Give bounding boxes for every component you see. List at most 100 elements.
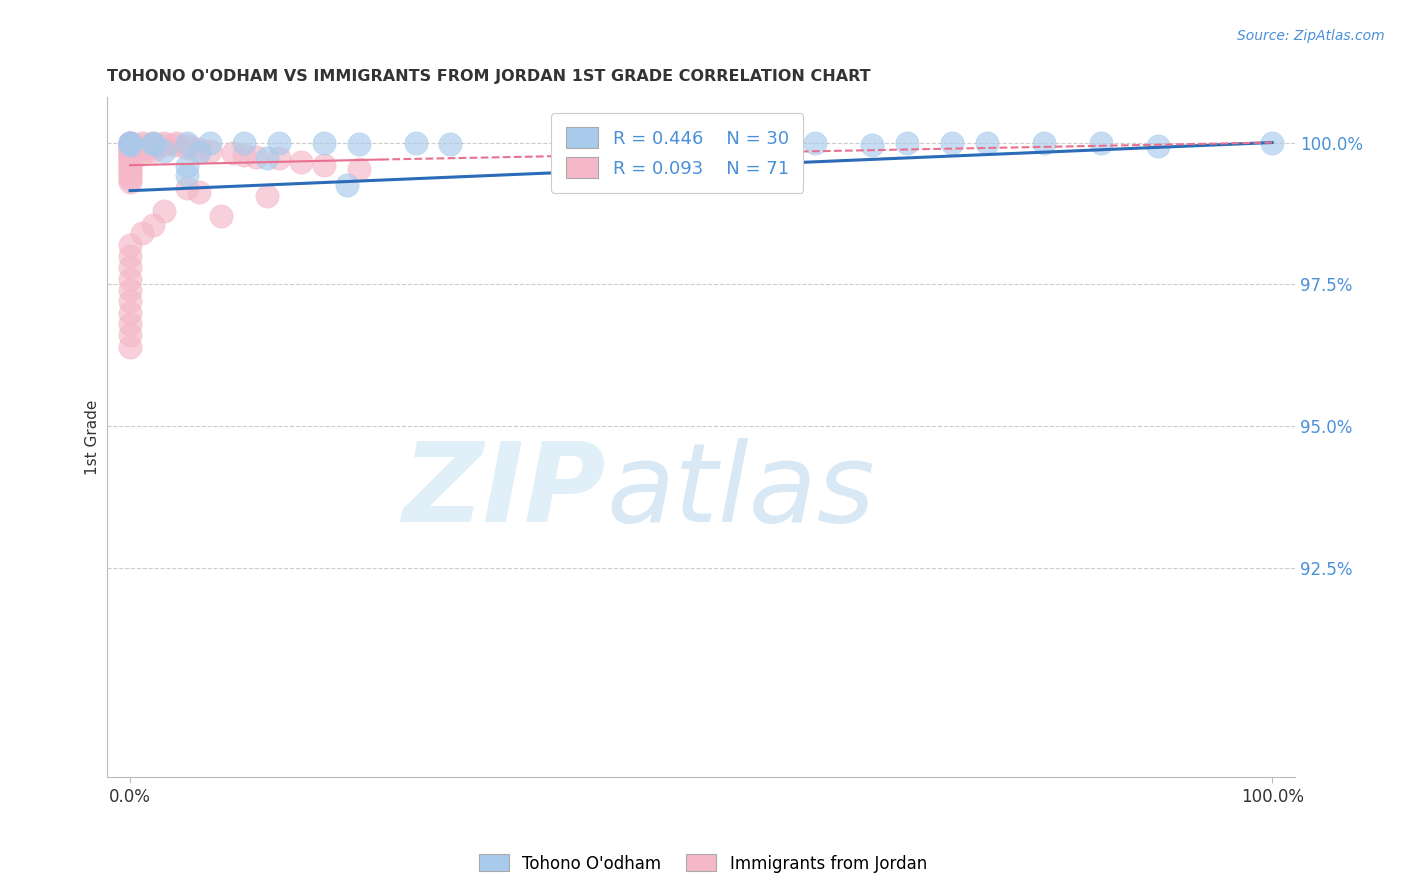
Point [120,153,142,167]
Point [1147,139,1170,153]
Point [267,136,290,150]
Point [187,145,209,160]
Point [120,317,142,331]
Point [120,136,142,151]
Point [131,138,153,153]
Point [153,136,176,150]
Point [120,136,142,150]
Point [405,136,427,150]
Point [142,138,165,153]
Point [314,158,336,172]
Point [187,186,209,200]
Point [142,218,165,232]
Point [120,249,142,263]
Point [120,328,142,343]
Point [290,155,312,169]
Point [165,136,187,150]
Point [347,136,370,151]
Point [176,138,198,153]
Point [120,161,142,175]
Point [120,283,142,297]
Point [896,136,918,150]
Point [120,141,142,155]
Point [862,138,884,153]
Point [245,150,267,164]
Point [198,144,221,158]
Text: atlas: atlas [606,438,875,545]
Point [256,189,278,203]
Point [120,339,142,353]
Text: ZIP: ZIP [402,438,606,545]
Point [347,162,370,177]
Point [747,136,769,150]
Point [120,159,142,173]
Point [941,136,963,150]
Point [120,237,142,252]
Point [439,137,461,152]
Point [153,138,176,153]
Point [120,154,142,169]
Point [198,136,221,150]
Point [176,141,198,155]
Point [120,136,142,150]
Point [165,138,187,153]
Point [142,136,165,150]
Point [131,226,153,240]
Point [1090,136,1112,150]
Point [176,181,198,195]
Legend: Tohono O'odham, Immigrants from Jordan: Tohono O'odham, Immigrants from Jordan [472,847,934,880]
Point [599,167,621,181]
Point [120,271,142,285]
Point [233,136,256,150]
Point [131,136,153,150]
Point [120,144,142,158]
Point [1032,136,1054,150]
Point [120,305,142,319]
Point [176,169,198,183]
Point [120,148,142,162]
Point [142,141,165,155]
Point [120,145,142,159]
Point [233,148,256,162]
Point [120,136,142,150]
Point [120,136,142,150]
Point [176,136,198,150]
Point [211,209,233,223]
Point [120,260,142,275]
Point [120,294,142,309]
Point [187,142,209,156]
Point [131,146,153,161]
Text: Source: ZipAtlas.com: Source: ZipAtlas.com [1237,29,1385,43]
Point [176,159,198,173]
Point [1261,136,1284,150]
Point [256,152,278,166]
Point [120,158,142,172]
Point [336,178,359,192]
Point [142,136,165,151]
Point [314,136,336,150]
Point [120,138,142,153]
Y-axis label: 1st Grade: 1st Grade [86,400,100,475]
Point [120,162,142,177]
Point [120,139,142,153]
Point [120,152,142,166]
Text: TOHONO O'ODHAM VS IMMIGRANTS FROM JORDAN 1ST GRADE CORRELATION CHART: TOHONO O'ODHAM VS IMMIGRANTS FROM JORDAN… [107,69,870,84]
Point [120,137,142,152]
Point [120,145,142,160]
Point [153,144,176,158]
Point [142,144,165,158]
Point [120,142,142,156]
Point [120,150,142,164]
Point [131,144,153,158]
Point [120,137,142,152]
Point [120,140,142,154]
Point [804,136,827,150]
Point [120,167,142,181]
Point [120,136,142,150]
Point [222,145,245,160]
Point [142,136,165,150]
Legend: R = 0.446    N = 30, R = 0.093    N = 71: R = 0.446 N = 30, R = 0.093 N = 71 [551,113,803,193]
Point [120,169,142,184]
Point [120,146,142,161]
Point [120,175,142,189]
